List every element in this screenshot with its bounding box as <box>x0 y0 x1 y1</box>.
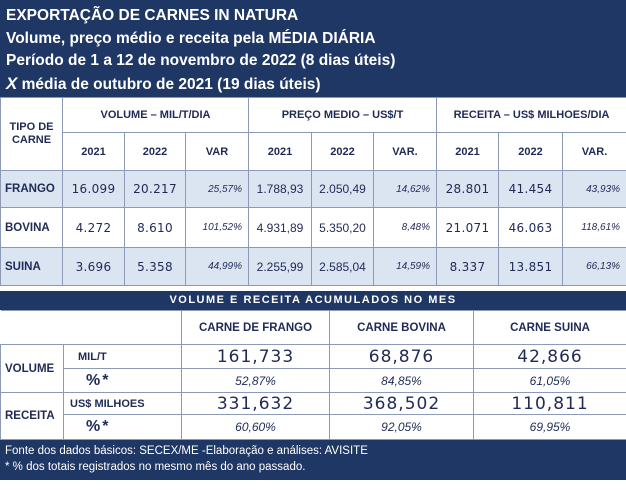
cell-value: 46.063 <box>498 207 564 248</box>
volume-frango: 161,733 <box>181 344 330 369</box>
cell-var: 44,99% <box>185 247 249 286</box>
volume-label: VOLUME <box>0 344 64 393</box>
volume-pct-suina: 61,05% <box>473 368 626 393</box>
cell-value: 4.931,89 <box>248 207 312 248</box>
cell-value: 28.801 <box>436 170 500 208</box>
cell-value: 8.610 <box>124 207 186 248</box>
cell-value: 5.350,20 <box>311 207 374 248</box>
col-header-frango: CARNE DE FRANGO <box>181 310 330 345</box>
cell-var: 14,59% <box>372 247 438 286</box>
price-group-header: PREÇO MEDIO – US$/T <box>247 97 438 133</box>
report-period: Período de 1 a 12 de novembro de 2022 (8… <box>6 52 396 69</box>
volume-2021-header: 2021 <box>62 132 125 171</box>
volume-unit: MIL/T <box>63 344 182 369</box>
accumulated-table: CARNE DE FRANGO CARNE BOVINA CARNE SUINA… <box>0 310 626 440</box>
source-note: Fonte dos dados básicos: SECEX/ME -Elabo… <box>5 445 368 457</box>
comparison-text: média de outubro de 2021 (19 dias úteis) <box>17 75 321 93</box>
receita-suina: 110,811 <box>473 392 626 415</box>
cell-value: 5.358 <box>124 247 186 286</box>
revenue-var-header: VAR. <box>562 132 626 171</box>
cell-value: 2.050,49 <box>311 170 374 208</box>
cell-var: 101,52% <box>185 207 249 248</box>
cell-value: 21.071 <box>436 207 500 248</box>
receita-frango: 331,632 <box>181 392 330 415</box>
volume-2022-header: 2022 <box>124 132 186 171</box>
volume-suina: 42,866 <box>473 344 626 369</box>
table-row: BOVINA 4.272 8.610 101,52% 4.931,89 5.35… <box>0 207 626 248</box>
accumulated-corner-cell <box>0 310 182 345</box>
cell-value: 41.454 <box>498 170 564 208</box>
report-comparison: X média de outubro de 2021 (19 dias útei… <box>6 73 626 97</box>
receita-pct-label: %* <box>63 414 182 440</box>
report-subtitle: Volume, preço médio e receita pela MÉDIA… <box>6 29 376 47</box>
revenue-2022-header: 2022 <box>498 132 564 171</box>
row-label-bovina: BOVINA <box>0 207 63 248</box>
cell-var: 43,93% <box>562 170 626 208</box>
receita-pct-suina: 69,95% <box>473 414 626 440</box>
cell-var: 66,13% <box>562 247 626 286</box>
col-header-suina: CARNE SUINA <box>473 310 626 345</box>
receita-pct-frango: 60,60% <box>181 414 330 440</box>
receita-label: RECEITA <box>0 392 64 440</box>
table-year-header-row: 2021 2022 VAR 2021 2022 VAR. 2021 2022 V… <box>1 132 626 171</box>
percent-footnote: * % dos totais registrados no mesmo mês … <box>5 461 306 473</box>
receita-bovina: 368,502 <box>329 392 474 415</box>
report-footer: Fonte dos dados básicos: SECEX/ME -Elabo… <box>0 440 626 480</box>
revenue-group-header: RECEITA – US$ MILHOES/DIA <box>436 97 626 133</box>
accumulated-header-row: CARNE DE FRANGO CARNE BOVINA CARNE SUINA <box>0 310 626 345</box>
row-label-suina: SUINA <box>0 247 63 286</box>
price-2021-header: 2021 <box>248 132 312 171</box>
volume-group-header: VOLUME – MIL/T/DIA <box>62 97 249 133</box>
volume-values-row: VOLUME MIL/T 161,733 68,876 42,866 <box>0 344 626 393</box>
row-label-frango: FRANGO <box>0 170 63 208</box>
cell-value: 4.272 <box>62 207 125 248</box>
comparison-x: X <box>6 73 18 93</box>
cell-var: 14,62% <box>372 170 438 208</box>
table-group-header-row: TIPO DE CARNE VOLUME – MIL/T/DIA PREÇO M… <box>0 97 626 171</box>
revenue-2021-header: 2021 <box>436 132 500 171</box>
volume-pct-label: %* <box>63 368 182 393</box>
receita-values-row: RECEITA US$ MILHOES 331,632 368,502 110,… <box>0 392 626 440</box>
accumulated-section-title: VOLUME E RECEITA ACUMULADOS NO MES <box>0 291 626 310</box>
receita-unit: US$ MILHOES <box>63 392 182 415</box>
receita-pct-bovina: 92,05% <box>329 414 474 440</box>
price-var-header: VAR. <box>372 132 438 171</box>
cell-value: 1.788,93 <box>248 170 312 208</box>
cell-var: 8,48% <box>372 207 438 248</box>
cell-value: 3.696 <box>62 247 125 286</box>
price-2022-header: 2022 <box>311 132 374 171</box>
cell-value: 13.851 <box>498 247 564 286</box>
receita-pct-row: %* 60,60% 92,05% 69,95% <box>1 414 626 440</box>
volume-pct-frango: 52,87% <box>181 368 330 393</box>
table-row: SUINA 3.696 5.358 44,99% 2.255,99 2.585,… <box>0 247 626 286</box>
report-title: EXPORTAÇÃO DE CARNES IN NATURA <box>6 7 299 24</box>
cell-value: 8.337 <box>436 247 500 286</box>
cell-value: 20.217 <box>124 170 186 208</box>
cell-var: 118,61% <box>562 207 626 248</box>
cell-value: 2.255,99 <box>248 247 312 286</box>
col-header-bovina: CARNE BOVINA <box>329 310 474 345</box>
volume-pct-bovina: 84,85% <box>329 368 474 393</box>
table-row: FRANGO 16.099 20.217 25,57% 1.788,93 2.0… <box>0 170 626 208</box>
daily-average-table: TIPO DE CARNE VOLUME – MIL/T/DIA PREÇO M… <box>0 97 626 286</box>
volume-pct-row: %* 52,87% 84,85% 61,05% <box>1 368 626 393</box>
volume-bovina: 68,876 <box>329 344 474 369</box>
volume-var-header: VAR <box>185 132 249 171</box>
report-header: EXPORTAÇÃO DE CARNES IN NATURA Volume, p… <box>0 0 626 97</box>
meat-type-header: TIPO DE CARNE <box>0 97 63 171</box>
cell-value: 16.099 <box>62 170 125 208</box>
cell-value: 2.585,04 <box>311 247 374 286</box>
cell-var: 25,57% <box>185 170 249 208</box>
